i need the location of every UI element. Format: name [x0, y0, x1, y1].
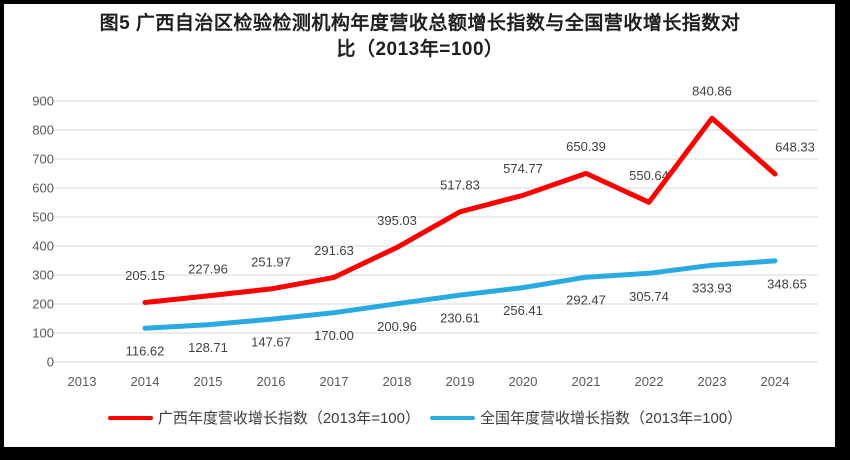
legend-label-national: 全国年度营收增长指数（2013年=100） [480, 410, 743, 427]
x-tick-label: 2015 [194, 374, 223, 389]
legend: 广西年度营收增长指数（2013年=100） 全国年度营收增长指数（2013年=1… [0, 407, 850, 428]
blue-line-swatch-icon [430, 415, 475, 420]
x-tick-label: 2017 [320, 374, 349, 389]
y-tick-label: 500 [32, 210, 54, 225]
red-line-swatch-icon [107, 415, 153, 420]
y-tick-label: 300 [32, 268, 54, 283]
data-label: 333.93 [692, 281, 732, 296]
chart-title-line1: 图5 广西自治区检验检测机构年度营收总额增长指数与全国营收增长指数对 [99, 13, 741, 34]
y-tick-label: 0 [47, 355, 54, 370]
data-label: 227.96 [188, 261, 228, 276]
data-label: 395.03 [377, 213, 417, 228]
x-tick-label: 2023 [698, 374, 727, 389]
x-tick-label: 2014 [131, 374, 160, 389]
data-label: 251.97 [251, 254, 291, 269]
x-tick-label: 2018 [383, 374, 412, 389]
data-label: 650.39 [566, 139, 606, 154]
x-tick-label: 2021 [572, 374, 601, 389]
data-label: 550.64 [629, 168, 669, 183]
data-label: 170.00 [314, 328, 354, 343]
x-tick-label: 2016 [257, 374, 286, 389]
data-label: 200.96 [377, 319, 417, 334]
y-tick-label: 600 [32, 181, 54, 196]
data-label: 147.67 [251, 335, 291, 350]
chart-title-line2: 比（2013年=100） [336, 39, 504, 60]
x-tick-label: 2022 [635, 374, 664, 389]
legend-item-national: 全国年度营收增长指数（2013年=100） [430, 407, 742, 428]
data-label: 291.63 [314, 243, 354, 258]
legend-item-guangxi: 广西年度营收增长指数（2013年=100） [107, 407, 420, 428]
data-label: 230.61 [440, 311, 480, 326]
y-tick-label: 400 [32, 239, 54, 254]
data-label: 348.65 [767, 276, 807, 291]
data-label: 205.15 [125, 268, 165, 283]
legend-label-guangxi: 广西年度营收增长指数（2013年=100） [157, 410, 420, 427]
data-label: 116.62 [126, 344, 165, 359]
y-tick-label: 900 [32, 94, 54, 109]
x-tick-label: 2013 [68, 374, 97, 389]
data-label: 292.47 [566, 293, 606, 308]
data-label: 517.83 [440, 177, 480, 192]
x-tick-label: 2019 [446, 374, 475, 389]
data-label: 256.41 [503, 303, 543, 318]
x-tick-label: 2020 [509, 374, 538, 389]
data-label: 128.71 [188, 340, 228, 355]
data-label: 648.33 [775, 140, 815, 155]
chart-title: 图5 广西自治区检验检测机构年度营收总额增长指数与全国营收增长指数对 比（201… [30, 11, 810, 63]
data-label: 574.77 [503, 161, 543, 176]
y-tick-label: 100 [32, 326, 54, 341]
data-label: 305.74 [629, 289, 669, 304]
y-tick-label: 800 [32, 123, 54, 138]
data-label: 840.86 [692, 84, 732, 99]
y-tick-label: 700 [32, 152, 54, 167]
series-line [142, 258, 778, 331]
x-tick-label: 2024 [761, 374, 790, 389]
y-tick-label: 200 [32, 297, 54, 312]
series-line [142, 115, 778, 305]
